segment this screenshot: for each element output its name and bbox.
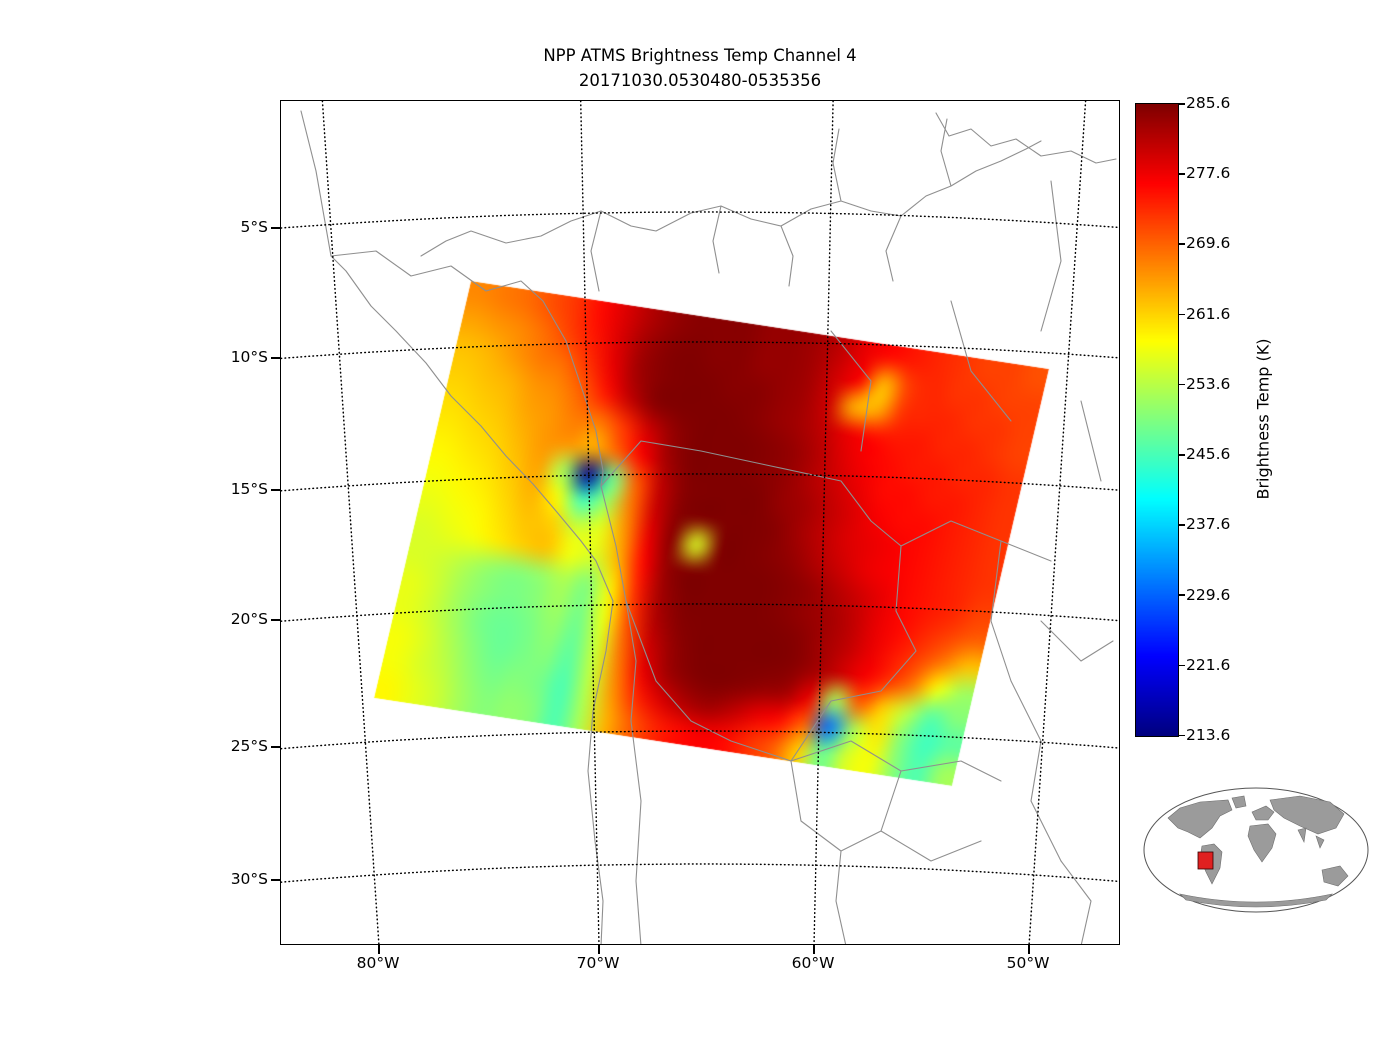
colorbar-axis-label: Brightness Temp (K)	[1253, 338, 1273, 500]
tick-mark	[271, 489, 280, 491]
plot-title-line1: NPP ATMS Brightness Temp Channel 4	[543, 46, 857, 65]
colorbar-tick-label: 237.6	[1186, 515, 1231, 533]
plot-title: NPP ATMS Brightness Temp Channel 4 20171…	[280, 44, 1120, 94]
islands-southeast-asia	[1315, 835, 1325, 849]
tick-mark	[1028, 945, 1030, 954]
graticule-line	[813, 101, 834, 944]
colorbar-tick-label: 229.6	[1186, 586, 1231, 604]
country-border-peru	[330, 250, 604, 487]
island-greenland	[1231, 795, 1247, 809]
tick-mark	[1178, 383, 1185, 386]
tick-mark	[1178, 734, 1185, 737]
state-border-brazil	[1010, 680, 1062, 862]
lat-tick-label: 20°S	[230, 610, 268, 628]
tick-mark	[1178, 524, 1185, 526]
colorbar-tick-label: 221.6	[1186, 656, 1231, 674]
lat-tick-label: 15°S	[230, 480, 268, 498]
graticule-line	[321, 101, 380, 944]
continent-north-america	[1167, 799, 1233, 839]
colorbar-tick-label: 277.6	[1186, 164, 1231, 182]
state-border-brazil	[950, 300, 1012, 422]
map-borders	[300, 110, 1117, 944]
river-tributary	[832, 128, 842, 202]
colorbar-tick-label: 285.6	[1186, 94, 1231, 112]
colorbar-tick-label: 245.6	[1186, 445, 1231, 463]
continent-africa	[1247, 823, 1277, 863]
tick-mark	[1178, 313, 1185, 316]
river-tributary	[780, 225, 794, 287]
swath-location-marker	[1197, 851, 1214, 870]
lon-tick-label: 70°W	[576, 954, 620, 972]
colorbar	[1135, 103, 1179, 737]
colorbar-tick-label: 269.6	[1186, 234, 1231, 252]
graticule-line	[281, 603, 1119, 622]
lon-tick-label: 60°W	[791, 954, 835, 972]
country-border-argentina	[880, 830, 982, 862]
continent-antarctica	[1179, 893, 1333, 908]
lat-tick-label: 25°S	[230, 737, 268, 755]
tick-mark	[271, 746, 280, 748]
tick-mark	[378, 945, 380, 954]
plot-title-line2: 20171030.0530480-0535356	[578, 70, 822, 90]
lat-tick-label: 10°S	[230, 348, 268, 366]
tick-mark	[271, 619, 280, 621]
river-tributary	[885, 215, 902, 282]
river-tributary	[590, 210, 602, 292]
tick-mark	[1178, 103, 1185, 105]
lon-tick-label: 50°W	[1006, 954, 1050, 972]
country-border-chile-argentina	[625, 600, 642, 944]
state-border-brazil	[1060, 860, 1092, 944]
brightness-temp-swath	[281, 101, 1119, 944]
country-border-argentina	[900, 760, 1002, 782]
lat-tick-label: 5°S	[240, 218, 268, 236]
graticule-line	[281, 863, 1119, 883]
graticule-gridlines	[281, 101, 1119, 944]
graticule-line	[281, 730, 1119, 750]
world-inset-map	[1143, 787, 1369, 913]
tick-mark	[1178, 594, 1185, 596]
paraguay-river	[835, 850, 847, 944]
continent-australia	[1321, 865, 1349, 887]
tick-mark	[271, 357, 280, 359]
tick-mark	[1178, 173, 1185, 175]
continent-europe	[1251, 805, 1275, 821]
river-tributary	[712, 205, 722, 274]
continent-asia	[1269, 795, 1345, 835]
state-border-brazil	[1080, 400, 1102, 482]
graticule-line	[1028, 101, 1087, 944]
state-border-brazil	[1040, 180, 1062, 332]
colorbar-tick-label: 213.6	[1186, 726, 1231, 744]
colorbar-tick-label: 261.6	[1186, 305, 1231, 323]
tick-mark	[1178, 243, 1185, 245]
subcontinent-india	[1297, 827, 1307, 843]
graticule-line	[281, 473, 1119, 492]
tick-mark	[813, 945, 815, 954]
tick-mark	[271, 879, 280, 881]
tick-mark	[1178, 454, 1185, 456]
colorbar-tick-label: 253.6	[1186, 375, 1231, 393]
graticule-line	[281, 211, 1119, 229]
tick-mark	[271, 227, 280, 229]
state-border-brazil	[1040, 620, 1114, 662]
map-plot	[280, 100, 1120, 945]
coastline-pacific	[300, 110, 614, 944]
tick-mark	[1178, 664, 1185, 667]
tick-mark	[598, 945, 600, 954]
graticule-line	[579, 101, 600, 944]
state-border-brazil	[900, 520, 1052, 562]
country-border-bolivia	[600, 440, 917, 762]
state-border-brazil	[990, 540, 1012, 682]
graticule-line	[281, 341, 1119, 360]
lon-tick-label: 80°W	[356, 954, 400, 972]
state-border-brazil	[830, 330, 872, 452]
lat-tick-label: 30°S	[230, 870, 268, 888]
coastline-north-brazil	[935, 112, 1117, 164]
amazon-river	[420, 140, 1042, 257]
